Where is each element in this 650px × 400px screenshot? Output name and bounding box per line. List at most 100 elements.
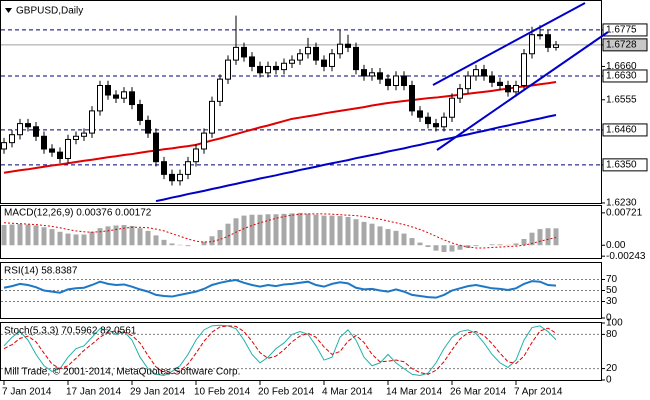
candle-body xyxy=(193,148,199,163)
histogram-bar xyxy=(377,226,383,246)
y-tick-label: 0.00721 xyxy=(606,208,643,219)
candle-body xyxy=(233,46,239,61)
histogram-bar xyxy=(393,230,399,246)
histogram-bar xyxy=(401,233,407,246)
histogram-bar xyxy=(33,225,39,246)
candle-body xyxy=(113,94,119,99)
histogram-bar xyxy=(457,245,463,250)
main-panel-frame xyxy=(0,0,602,204)
histogram-bar xyxy=(41,227,47,246)
y-tick-label: 0 xyxy=(606,375,612,386)
histogram-bar xyxy=(433,245,439,251)
price-label-box xyxy=(602,23,648,37)
candle-body xyxy=(377,72,383,80)
candle-body xyxy=(89,110,95,134)
candle-body xyxy=(417,110,423,118)
histogram-bar xyxy=(89,231,95,246)
candle-body xyxy=(129,91,135,106)
histogram-bar xyxy=(281,213,287,246)
histogram-bar xyxy=(385,229,391,246)
histogram-bar xyxy=(9,224,15,246)
candle-body xyxy=(425,116,431,125)
candle-body xyxy=(297,53,303,61)
y-tick-label: 20 xyxy=(606,363,618,374)
histogram-bar xyxy=(217,229,223,246)
histogram-bar xyxy=(313,214,319,246)
x-tick-label: 26 Mar 2014 xyxy=(450,387,507,398)
y-tick-label: 1.6555 xyxy=(606,94,637,105)
candle-body xyxy=(33,126,39,137)
candle-body xyxy=(281,62,287,71)
y-tick-label: 50 xyxy=(606,285,618,296)
histogram-bar xyxy=(145,230,151,246)
candle-body xyxy=(201,132,207,150)
candle-body xyxy=(9,134,15,144)
histogram-bar xyxy=(305,213,311,246)
indicator-line xyxy=(155,114,557,203)
histogram-bar xyxy=(345,216,351,246)
histogram-bar xyxy=(137,228,143,246)
candle-body xyxy=(1,142,7,150)
candle-body xyxy=(553,44,559,48)
histogram-bar xyxy=(97,228,103,246)
x-tick-label: 10 Feb 2014 xyxy=(194,387,251,398)
histogram-bar xyxy=(225,223,231,246)
histogram-bar xyxy=(473,245,479,247)
y-tick-label: 1.6460 xyxy=(606,125,637,136)
copyright: Mill Trade, © 2001-2014, MetaQuotes Soft… xyxy=(4,367,240,378)
candle-body xyxy=(305,46,311,55)
histogram-bar xyxy=(105,226,111,246)
histogram-bar xyxy=(553,228,559,246)
candle-body xyxy=(345,43,351,48)
histogram-bar xyxy=(121,225,127,246)
x-tick-label: 20 Feb 2014 xyxy=(258,387,315,398)
y-tick-label: 70 xyxy=(606,274,618,285)
histogram-bar xyxy=(425,245,431,248)
channel-upper-line[interactable] xyxy=(432,2,586,86)
candle-body xyxy=(145,119,151,134)
chart-title: GBPUSD,Daily xyxy=(16,6,83,17)
candle-body xyxy=(369,72,375,77)
candle-body xyxy=(441,116,447,128)
histogram-bar xyxy=(521,238,527,246)
histogram-bar xyxy=(329,215,335,246)
x-tick-label: 7 Jan 2014 xyxy=(2,387,52,398)
histogram-bar xyxy=(241,215,247,246)
y-tick-label: 1.6728 xyxy=(606,39,637,50)
candle-body xyxy=(17,123,23,136)
x-tick-label: 29 Jan 2014 xyxy=(130,387,185,398)
histogram-bar xyxy=(209,236,215,246)
histogram-bar xyxy=(441,245,447,252)
x-tick-label: 4 Mar 2014 xyxy=(322,387,373,398)
histogram-bar xyxy=(337,216,343,246)
channel-lower-line[interactable] xyxy=(436,31,609,151)
histogram-bar xyxy=(257,214,263,246)
candle-body xyxy=(41,135,47,150)
histogram-bar xyxy=(81,234,87,246)
histogram-bar xyxy=(161,239,167,246)
histogram-bar xyxy=(129,225,135,246)
indicator-line xyxy=(3,324,557,376)
candle-body xyxy=(353,46,359,71)
candle-body xyxy=(313,46,319,61)
stoch-panel-frame xyxy=(0,322,602,381)
histogram-bar xyxy=(201,241,207,246)
y-tick-label: 1.6775 xyxy=(606,25,637,36)
indicator-line xyxy=(3,81,557,174)
price-label-box xyxy=(602,158,648,172)
histogram-bar xyxy=(249,214,255,246)
candle-body xyxy=(225,59,231,80)
y-tick-label: 1.6230 xyxy=(606,198,637,209)
candle-body xyxy=(97,84,103,112)
candle-body xyxy=(361,69,367,77)
histogram-bar xyxy=(49,229,55,246)
histogram-bar xyxy=(289,213,295,246)
histogram-bar xyxy=(497,244,503,246)
histogram-bar xyxy=(417,242,423,246)
candle-body xyxy=(393,75,399,86)
candle-body xyxy=(481,69,487,77)
histogram-bar xyxy=(57,231,63,246)
histogram-bar xyxy=(369,223,375,246)
y-tick-label: 100 xyxy=(606,318,623,329)
y-tick-label: 0.00 xyxy=(606,240,626,251)
